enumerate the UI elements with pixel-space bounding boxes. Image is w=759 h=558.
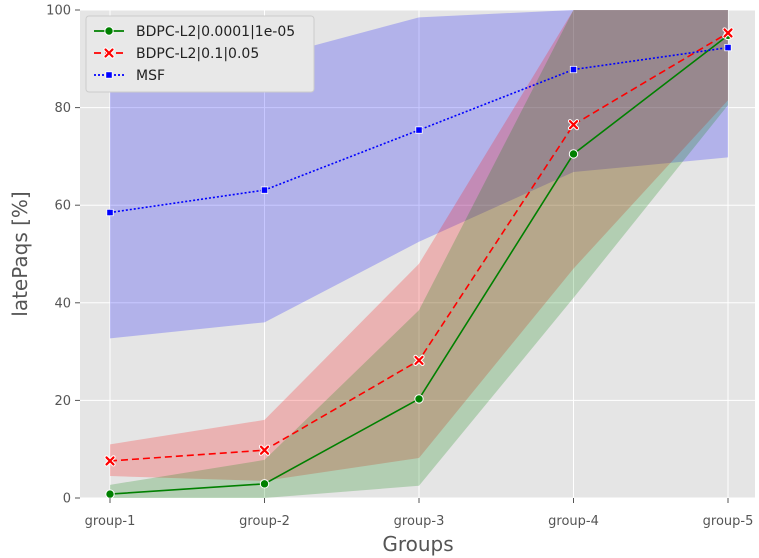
legend-label: MSF [136,68,165,84]
data-point [722,27,734,39]
marker-stroke [414,355,424,365]
legend-box [85,15,315,93]
data-point [260,186,269,194]
y-axis-label: latePaqs [%] [8,191,32,316]
marker-stroke [105,456,115,466]
y-tick-label: 100 [46,4,71,19]
legend: BDPC-L2|0.0001|1e-05 BDPC-L2|0.1|0.05 MSF [85,15,315,93]
confidence-band [110,10,728,481]
series-markers [104,27,734,499]
legend-marker [104,26,114,36]
data-point [104,455,116,467]
x-tick-label: group-4 [548,514,599,529]
legend-items: BDPC-L2|0.0001|1e-05 BDPC-L2|0.1|0.05 MSF [94,24,295,84]
legend-label: BDPC-L2|0.1|0.05 [136,46,259,62]
data-point [724,43,732,52]
data-point [567,119,580,131]
x-tick-label: group-3 [394,514,445,529]
y-axis-ticks: 0 20 40 60 80 100 [46,4,80,507]
marker-stroke [259,445,270,455]
y-tick-label: 80 [54,101,71,116]
data-point [569,65,578,74]
y-tick-label: 20 [54,394,71,409]
y-tick-label: 0 [63,492,71,507]
legend-marker [105,71,113,79]
data-point [568,149,579,159]
x-tick-label: group-2 [239,514,290,529]
marker-stroke [568,120,579,130]
legend-label: BDPC-L2|0.0001|1e-05 [136,24,295,40]
data-point [258,444,271,456]
marker-stroke [723,28,733,38]
data-point [415,126,423,134]
x-axis-label: Groups [382,532,453,556]
x-tick-label: group-5 [703,514,754,529]
x-axis-ticks: group-1 group-2 group-3 group-4 group-5 [85,498,754,529]
confidence-band [110,10,728,498]
legend-marker [103,47,115,59]
data-point [414,394,424,404]
y-tick-label: 60 [54,199,71,214]
data-point [259,479,270,489]
y-tick-label: 40 [54,296,71,311]
data-point [105,489,115,499]
marker-stroke [104,48,114,58]
data-point [413,354,425,366]
x-tick-label: group-1 [85,514,136,529]
data-point [106,208,114,217]
